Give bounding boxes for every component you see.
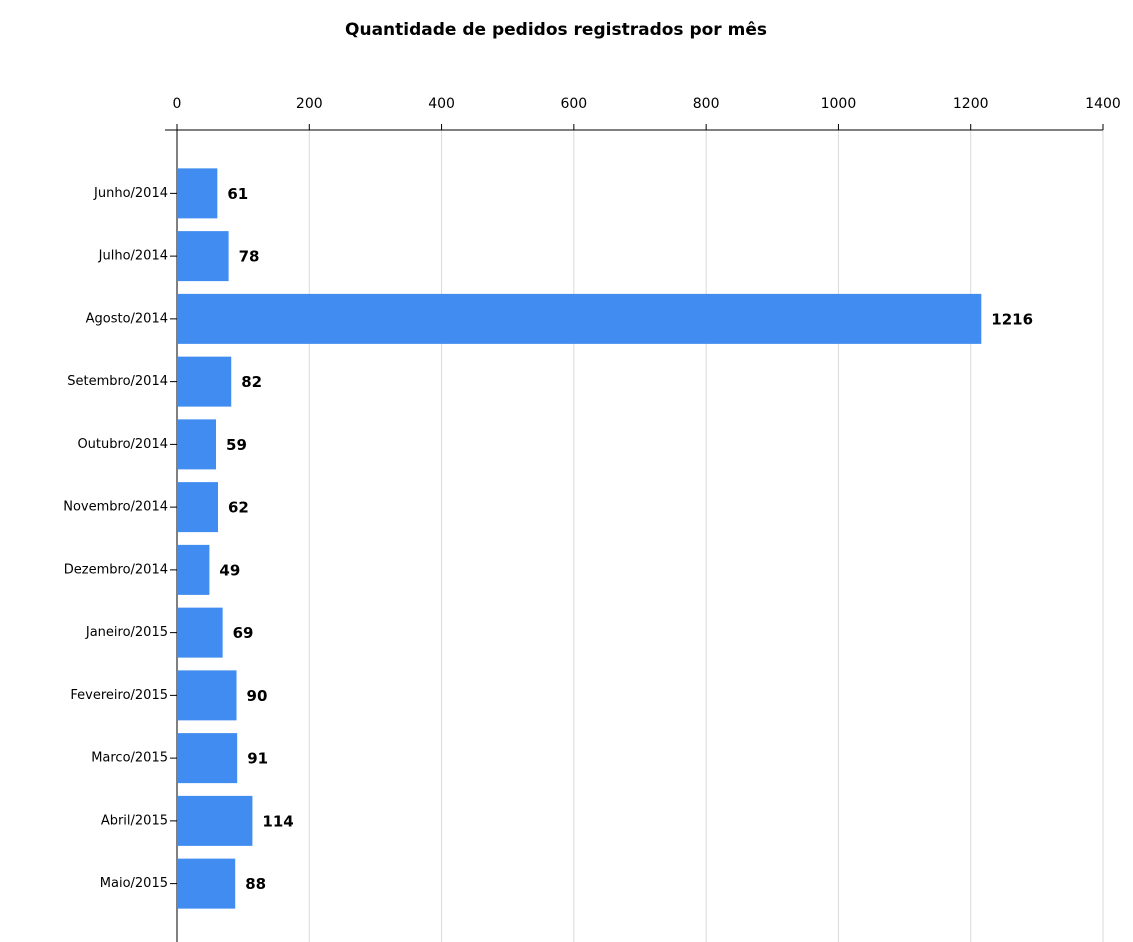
y-tick-label: Julho/2014 bbox=[98, 249, 168, 264]
y-tick-label: Fevereiro/2015 bbox=[70, 688, 168, 703]
y-tick-label: Marco/2015 bbox=[91, 751, 168, 766]
y-tick-label: Maio/2015 bbox=[100, 876, 168, 891]
bar bbox=[177, 482, 219, 533]
data-label: 69 bbox=[233, 624, 254, 642]
bar bbox=[177, 670, 237, 721]
y-tick-label: Setembro/2014 bbox=[67, 374, 168, 389]
x-tick-label: 1200 bbox=[953, 96, 989, 112]
x-tick-label: 1400 bbox=[1085, 96, 1121, 112]
data-label: 78 bbox=[239, 248, 260, 266]
y-tick-label: Janeiro/2015 bbox=[85, 625, 168, 640]
y-tick-label: Novembro/2014 bbox=[63, 500, 168, 515]
data-label: 90 bbox=[247, 687, 268, 705]
data-label: 61 bbox=[227, 185, 248, 203]
bar bbox=[177, 293, 982, 344]
bar bbox=[177, 795, 253, 846]
x-tick-label: 400 bbox=[428, 96, 455, 112]
data-label: 62 bbox=[228, 499, 249, 517]
x-tick-label: 0 bbox=[173, 96, 182, 112]
data-label: 49 bbox=[219, 561, 240, 579]
chart-title: Quantidade de pedidos registrados por mê… bbox=[345, 20, 767, 40]
bar bbox=[177, 733, 238, 784]
bar bbox=[177, 858, 236, 909]
data-label: 82 bbox=[241, 373, 262, 391]
y-tick-label: Outubro/2014 bbox=[77, 437, 168, 452]
data-label: 114 bbox=[262, 812, 293, 830]
x-tick-label: 600 bbox=[560, 96, 587, 112]
bar bbox=[177, 356, 232, 407]
x-tick-label: 800 bbox=[693, 96, 720, 112]
data-label: 88 bbox=[245, 875, 266, 893]
y-tick-label: Dezembro/2014 bbox=[64, 562, 168, 577]
bar bbox=[177, 231, 229, 282]
y-tick-label: Agosto/2014 bbox=[86, 311, 168, 326]
data-label: 1216 bbox=[991, 310, 1033, 328]
bar bbox=[177, 607, 223, 658]
data-label: 59 bbox=[226, 436, 247, 454]
y-tick-label: Abril/2015 bbox=[101, 813, 168, 828]
data-label: 91 bbox=[247, 750, 268, 768]
y-tick-label: Junho/2014 bbox=[93, 186, 168, 201]
bar bbox=[177, 168, 218, 219]
x-tick-label: 200 bbox=[296, 96, 323, 112]
bar bbox=[177, 544, 210, 595]
x-tick-label: 1000 bbox=[821, 96, 857, 112]
bar bbox=[177, 419, 217, 470]
